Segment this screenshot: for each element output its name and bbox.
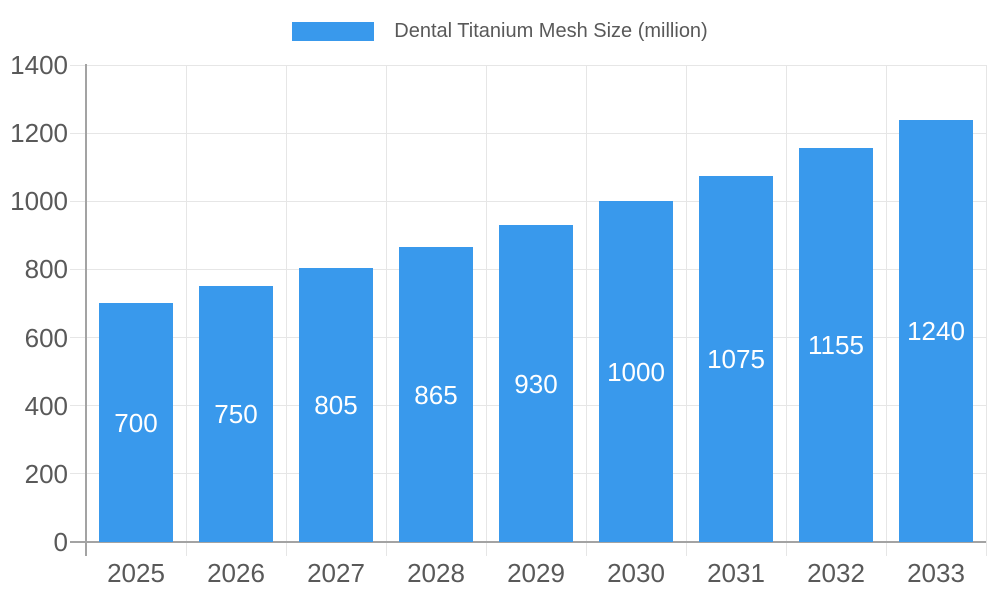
y-axis-label: 600 xyxy=(24,322,68,353)
gridline-vertical xyxy=(785,65,787,556)
x-axis-label: 2031 xyxy=(707,558,765,588)
bar-2031[interactable] xyxy=(699,176,773,542)
x-axis-label: 2032 xyxy=(807,558,865,588)
y-axis-label: 200 xyxy=(24,458,68,489)
bar-value-label: 1000 xyxy=(607,356,665,387)
gridline-vertical xyxy=(985,65,987,556)
gridline-vertical xyxy=(285,65,287,556)
bar-value-label: 700 xyxy=(114,407,158,438)
bar-2028[interactable] xyxy=(399,247,473,542)
gridline-horizontal xyxy=(70,200,986,202)
bar-value-label: 1155 xyxy=(808,330,864,360)
y-axis-label: 0 xyxy=(53,527,68,557)
bar-2026[interactable] xyxy=(199,286,273,542)
x-axis-line xyxy=(70,541,986,543)
legend-swatch xyxy=(292,21,375,41)
y-axis-line xyxy=(85,64,87,556)
gridline-vertical xyxy=(385,65,387,556)
x-axis-label: 2028 xyxy=(407,558,465,588)
bar-value-label: 805 xyxy=(314,390,358,420)
bar-2029[interactable] xyxy=(499,225,573,542)
bar-2033[interactable] xyxy=(899,120,973,542)
y-axis-label: 800 xyxy=(24,254,68,285)
bar-value-label: 1075 xyxy=(707,344,765,374)
gridline-vertical xyxy=(485,65,487,556)
y-axis-label: 1400 xyxy=(10,50,68,80)
bar-2030[interactable] xyxy=(599,201,673,542)
y-axis-label: 400 xyxy=(24,390,68,421)
gridline-vertical xyxy=(185,65,187,556)
bar-2032[interactable] xyxy=(799,148,873,542)
gridline-horizontal xyxy=(70,64,986,66)
x-axis-label: 2033 xyxy=(907,558,965,588)
gridline-horizontal xyxy=(70,132,986,134)
bar-value-label: 865 xyxy=(414,379,458,410)
bar-value-label: 750 xyxy=(214,399,258,429)
bar-2027[interactable] xyxy=(299,268,373,542)
bar-2025[interactable] xyxy=(99,303,173,542)
x-axis-label: 2026 xyxy=(207,558,265,588)
y-axis-label: 1000 xyxy=(10,186,68,217)
gridline-vertical xyxy=(685,65,687,556)
legend-label: Dental Titanium Mesh Size (million) xyxy=(394,20,708,42)
x-axis-label: 2029 xyxy=(507,558,565,588)
y-axis-label: 1200 xyxy=(10,118,68,149)
legend[interactable]: Dental Titanium Mesh Size (million) xyxy=(0,17,1000,45)
gridline-vertical xyxy=(885,65,887,556)
x-axis-label: 2030 xyxy=(607,558,665,588)
x-axis-label: 2025 xyxy=(107,558,165,588)
bar-value-label: 1240 xyxy=(907,316,965,346)
gridline-vertical xyxy=(585,65,587,556)
bar-value-label: 930 xyxy=(514,368,558,399)
x-axis-label: 2027 xyxy=(307,558,365,588)
